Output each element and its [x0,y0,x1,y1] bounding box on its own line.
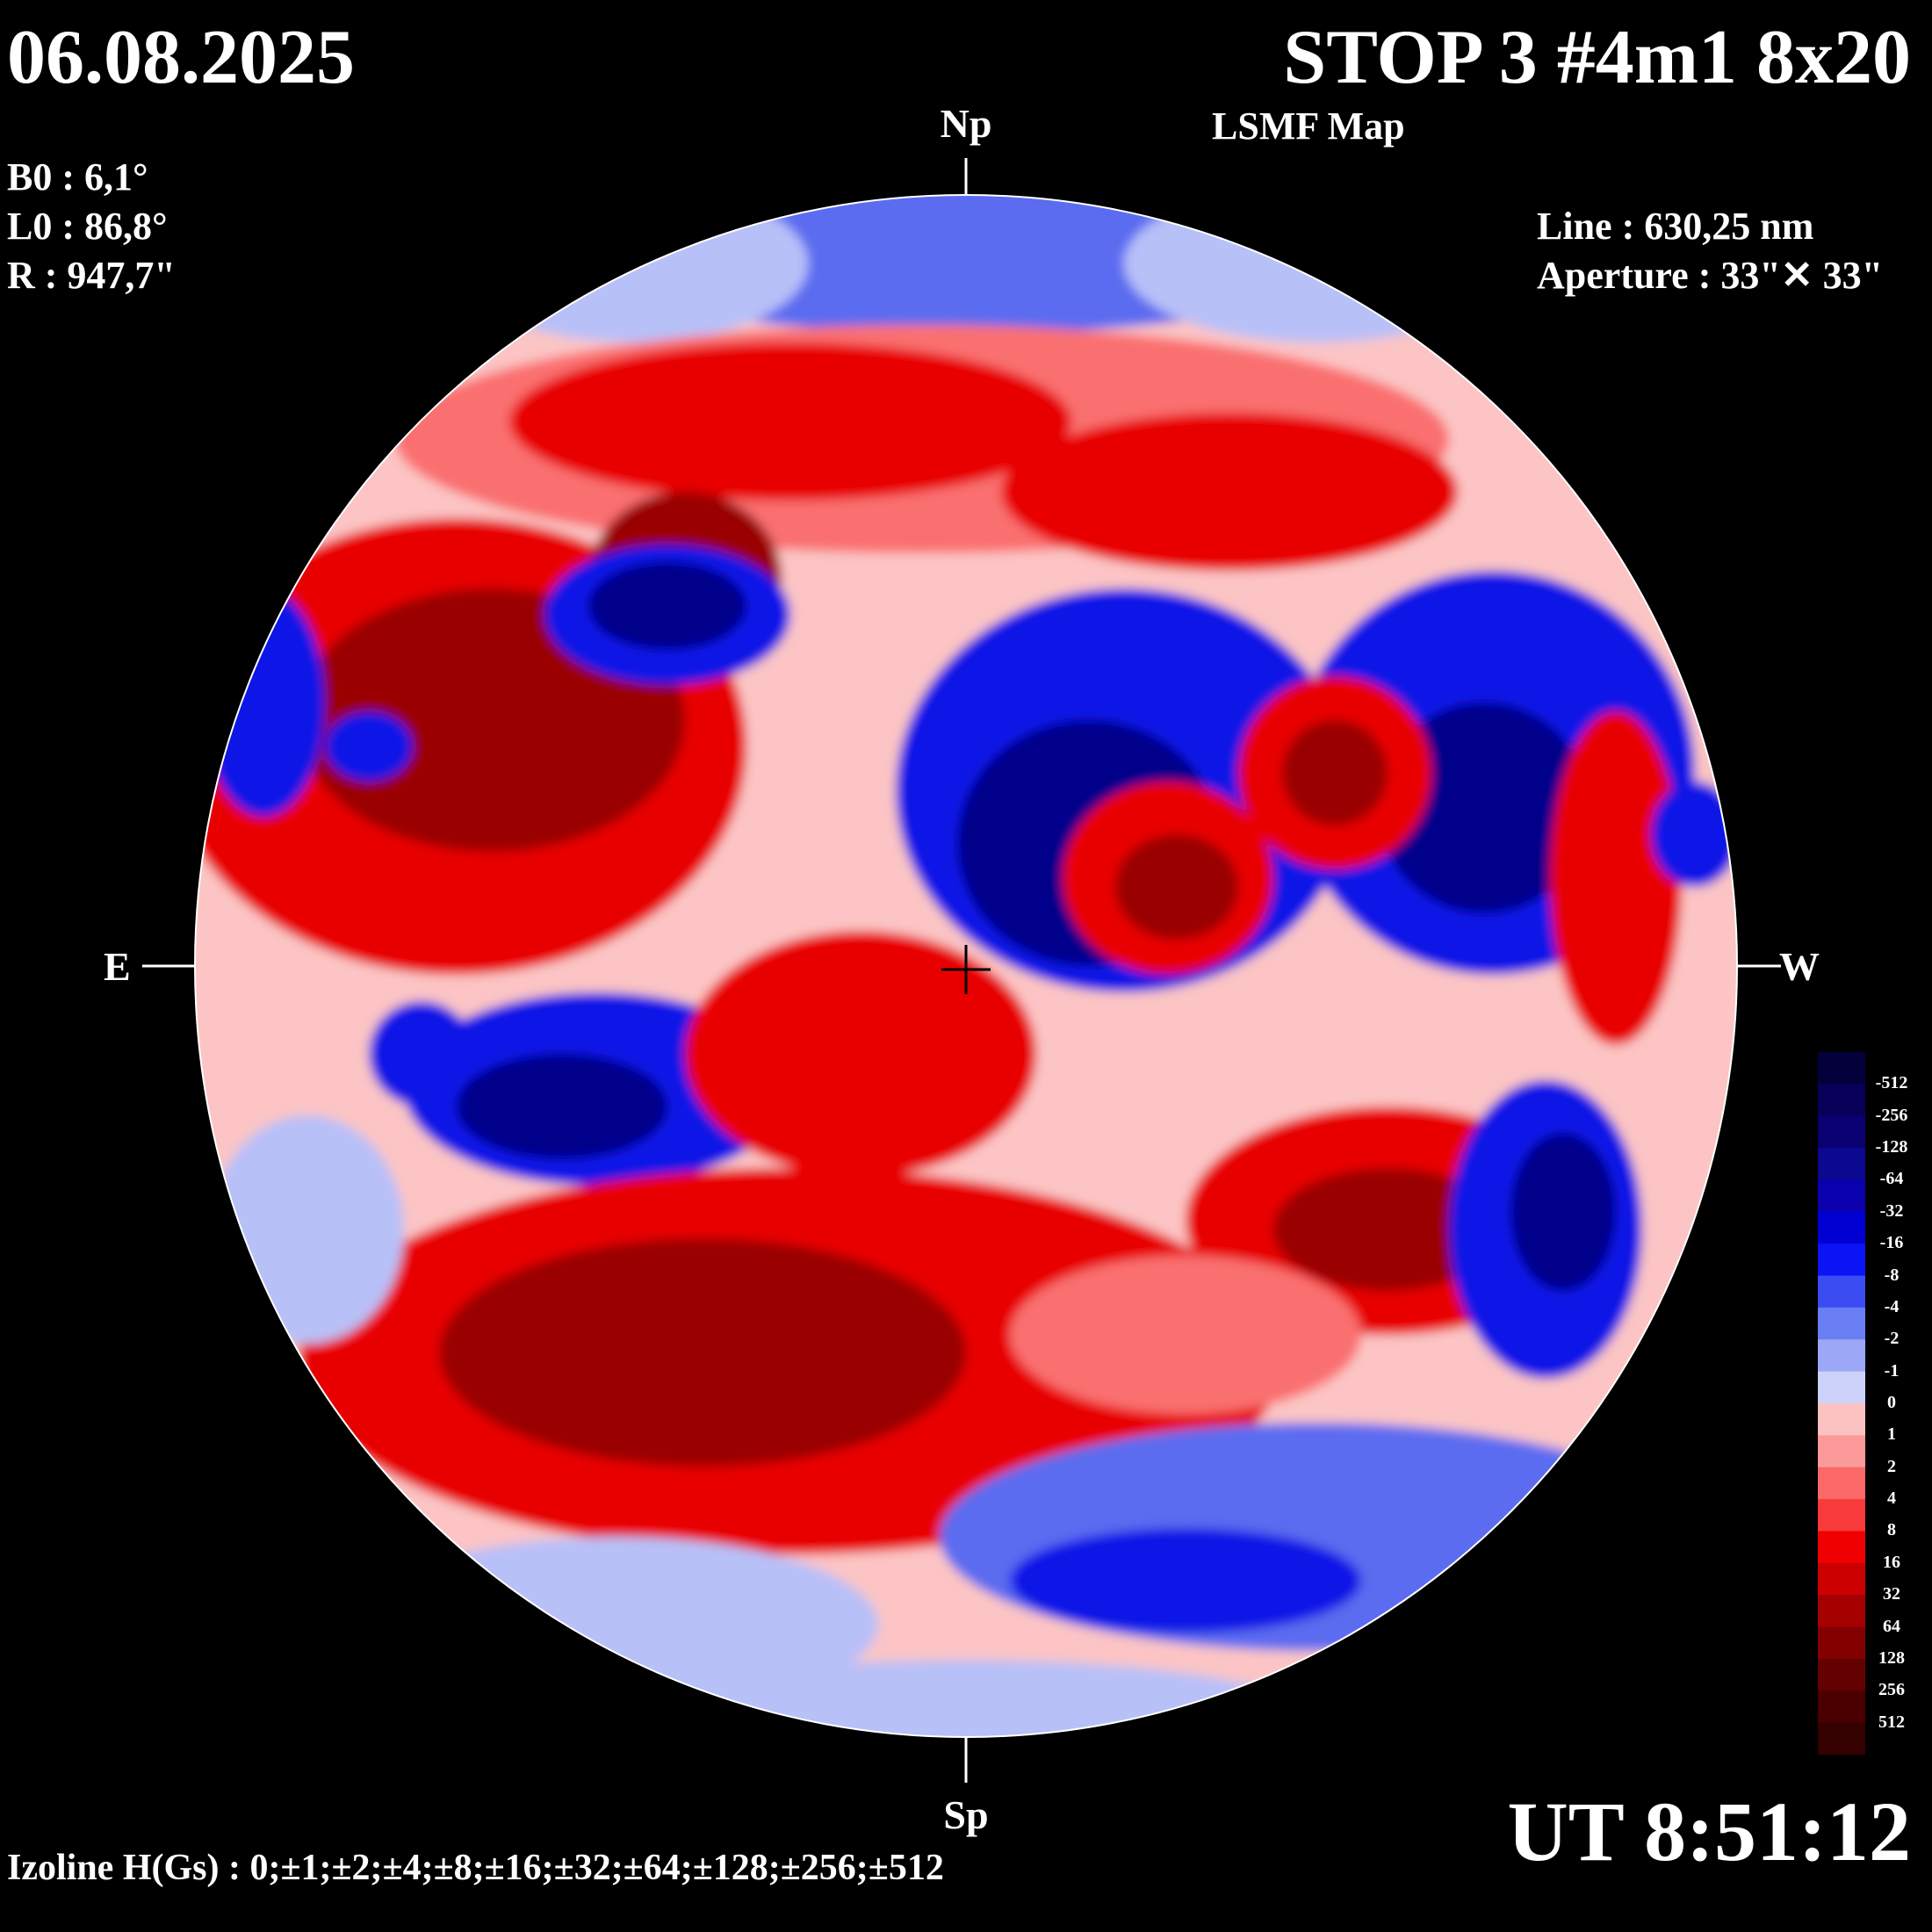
colorbar-tick-label: -128 [1875,1137,1908,1157]
colorbar-swatch [1818,1148,1865,1180]
colorbar-swatch [1818,1722,1865,1755]
colorbar-swatch [1818,1211,1865,1244]
colorbar-swatch [1818,1595,1865,1628]
colorbar-tick-label: 256 [1878,1680,1905,1700]
field-region-33 [439,1238,966,1467]
izoline-legend: Izoline H(Gs) : 0;±1;±2;±4;±8;±16;±32;±6… [7,1848,944,1888]
colorbar-tick-label: 64 [1883,1616,1900,1636]
colorbar-swatch [1818,1435,1865,1468]
colorbar-tick-label: 0 [1887,1393,1896,1412]
colorbar [1818,1052,1865,1755]
colorbar-swatch [1818,1339,1865,1373]
colorbar-swatch [1818,1115,1865,1149]
field-region-6 [1001,413,1458,571]
field-region-2 [457,195,808,342]
b0-value: B0 : 6,1° [7,155,148,198]
field-region-11 [588,562,746,650]
field-region-38 [632,1660,1300,1737]
colorbar-swatch [1818,1052,1865,1085]
field-region-35 [940,1423,1695,1651]
colorbar-tick-label: -1 [1884,1360,1900,1381]
colorbar-tick-label: -512 [1875,1073,1908,1093]
colorbar-tick-label: 128 [1878,1647,1905,1668]
colorbar-swatch [1818,1658,1865,1691]
field-region-23 [1651,782,1737,887]
colorbar-swatch [1818,1467,1865,1500]
colorbar-swatch [1818,1084,1865,1117]
ut-time: UT 8:51:12 [1507,1784,1911,1878]
observation-date: 06.08.2025 [7,15,355,100]
radius-value: R : 947,7" [7,254,176,297]
colorbar-tick-label: 4 [1887,1489,1896,1509]
colorbar-swatch [1818,1499,1865,1532]
field-region-5 [509,342,1071,501]
colorbar-tick-label: -32 [1879,1200,1904,1221]
colorbar-tick-label: -16 [1879,1233,1904,1253]
field-region-28 [1273,1168,1502,1291]
colorbar-tick-label: 512 [1878,1712,1905,1732]
field-region-21 [1282,720,1388,825]
field-region-3 [1124,195,1510,342]
east-label: E [104,944,131,989]
west-label: W [1779,944,1820,989]
colorbar-swatch [1818,1275,1865,1308]
field-region-36 [1010,1528,1361,1633]
field-region-12 [202,588,325,817]
colorbar-tick-label: 8 [1887,1520,1896,1540]
aperture-value: Aperture : 33"✕ 33" [1537,254,1884,297]
colorbar-tick-label: -64 [1879,1169,1904,1189]
field-region-19 [1379,703,1590,913]
field-region-13 [325,711,413,782]
colorbar-swatch [1818,1626,1865,1660]
colorbar-tick-label: 1 [1887,1424,1896,1445]
colorbar-tick-label: -8 [1884,1265,1900,1285]
colorbar-swatch [1818,1403,1865,1436]
colorbar-swatch [1818,1531,1865,1564]
north-pole-label: Np [940,101,992,146]
spectral-line: Line : 630,25 nm [1537,205,1814,248]
field-region-17 [1115,834,1238,940]
colorbar-swatch [1818,1307,1865,1340]
map-title: STOP 3 #4m1 8x20 [1283,15,1911,100]
colorbar-tick-label: -2 [1884,1329,1900,1349]
colorbar-tick-label: -4 [1884,1296,1900,1316]
colorbar-swatch [1818,1179,1865,1213]
field-region-25 [457,1054,667,1159]
colorbar-swatch [1818,1371,1865,1404]
l0-value: L0 : 86,8° [7,205,168,248]
colorbar-swatch [1818,1244,1865,1277]
colorbar-tick-label: 16 [1883,1552,1900,1572]
field-region-31 [369,1001,474,1107]
field-region-39 [211,1115,404,1344]
field-region-34 [1010,1256,1361,1414]
colorbar-tick-label: -256 [1875,1105,1908,1125]
field-region-26 [685,931,1036,1177]
field-region-30 [1510,1133,1616,1291]
colorbar-tick-label: 2 [1887,1456,1896,1476]
colorbar-tick-label: 32 [1883,1584,1900,1604]
colorbar-swatch [1818,1562,1865,1596]
field-region-22 [1550,711,1682,1045]
south-pole-label: Sp [943,1792,989,1837]
colorbar-swatch [1818,1690,1865,1724]
map-subtitle: LSMF Map [1212,105,1405,148]
center-crosshair [941,945,991,994]
